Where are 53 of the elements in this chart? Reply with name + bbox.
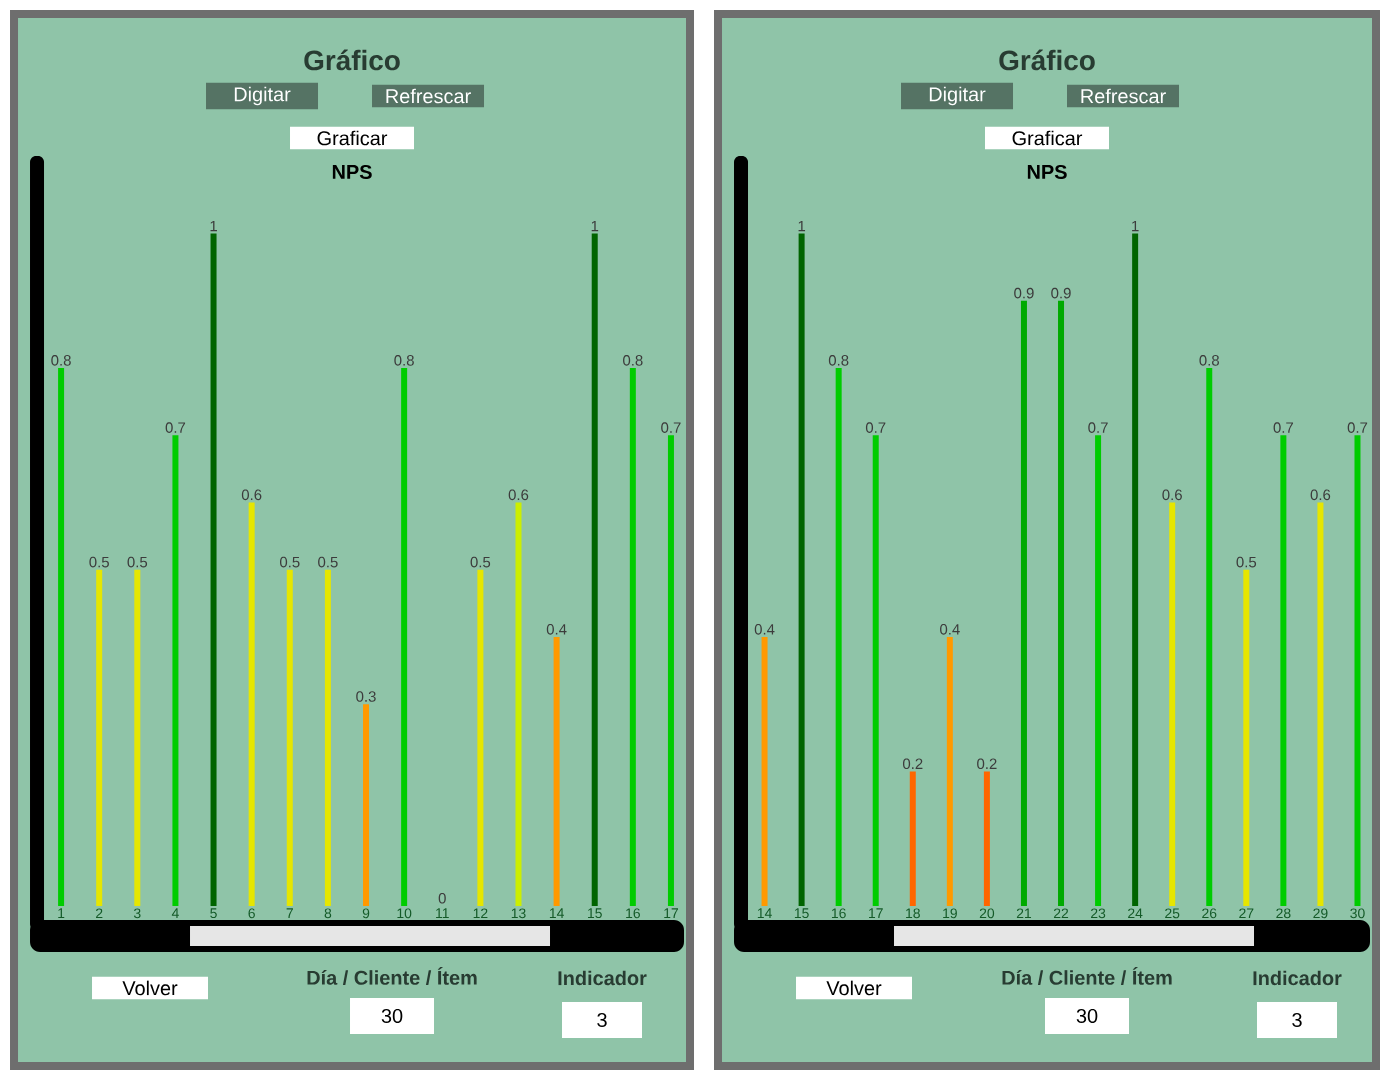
text: Digitar bbox=[929, 86, 986, 106]
bar bbox=[667, 435, 674, 906]
bar bbox=[872, 435, 879, 906]
bar bbox=[591, 233, 598, 906]
text: Refrescar bbox=[386, 88, 471, 104]
bar bbox=[96, 569, 103, 906]
bar bbox=[835, 368, 842, 906]
text: 3 bbox=[1292, 1012, 1302, 1028]
text: 3 bbox=[597, 1012, 607, 1028]
bar bbox=[58, 368, 65, 906]
bar bbox=[477, 569, 484, 906]
bar bbox=[761, 637, 768, 906]
text: Indicador bbox=[1253, 970, 1342, 986]
text: Graficar bbox=[317, 130, 388, 146]
text: Refrescar bbox=[1081, 88, 1166, 104]
bar bbox=[515, 502, 522, 906]
bar bbox=[248, 502, 255, 906]
bar bbox=[363, 704, 370, 906]
bar bbox=[1280, 435, 1287, 906]
bar bbox=[946, 637, 953, 906]
bar bbox=[324, 569, 331, 906]
text: Día / Cliente / Ítem bbox=[1002, 966, 1172, 986]
bar bbox=[798, 233, 805, 906]
bar bbox=[1058, 300, 1065, 906]
chart-title: Gráfico bbox=[999, 49, 1095, 71]
text: Graficar bbox=[1012, 130, 1083, 146]
bar bbox=[1317, 502, 1324, 906]
text: Indicador bbox=[558, 970, 647, 986]
text: Volver bbox=[826, 980, 882, 996]
bar bbox=[553, 637, 560, 906]
text: Volver bbox=[122, 980, 178, 996]
text: Día / Cliente / Ítem bbox=[307, 966, 477, 986]
chart-subtitle: NPS bbox=[1027, 164, 1067, 180]
bar bbox=[1169, 502, 1176, 906]
text: 30 bbox=[1076, 1008, 1098, 1024]
bar bbox=[1095, 435, 1102, 906]
bar bbox=[983, 771, 990, 906]
bar bbox=[1243, 569, 1250, 906]
chart-subtitle: NPS bbox=[332, 164, 372, 180]
bar bbox=[210, 233, 217, 906]
bar bbox=[629, 368, 636, 906]
bar bbox=[1354, 435, 1361, 906]
bar bbox=[1132, 233, 1139, 906]
chart-title: Gráfico bbox=[304, 49, 400, 71]
bar bbox=[1206, 368, 1213, 906]
bar bbox=[909, 771, 916, 906]
bar bbox=[172, 435, 179, 906]
bar bbox=[401, 368, 408, 906]
bar bbox=[286, 569, 293, 906]
text: Digitar bbox=[234, 86, 291, 106]
bar bbox=[134, 569, 141, 906]
bar bbox=[1020, 300, 1027, 906]
text: 30 bbox=[381, 1008, 403, 1024]
